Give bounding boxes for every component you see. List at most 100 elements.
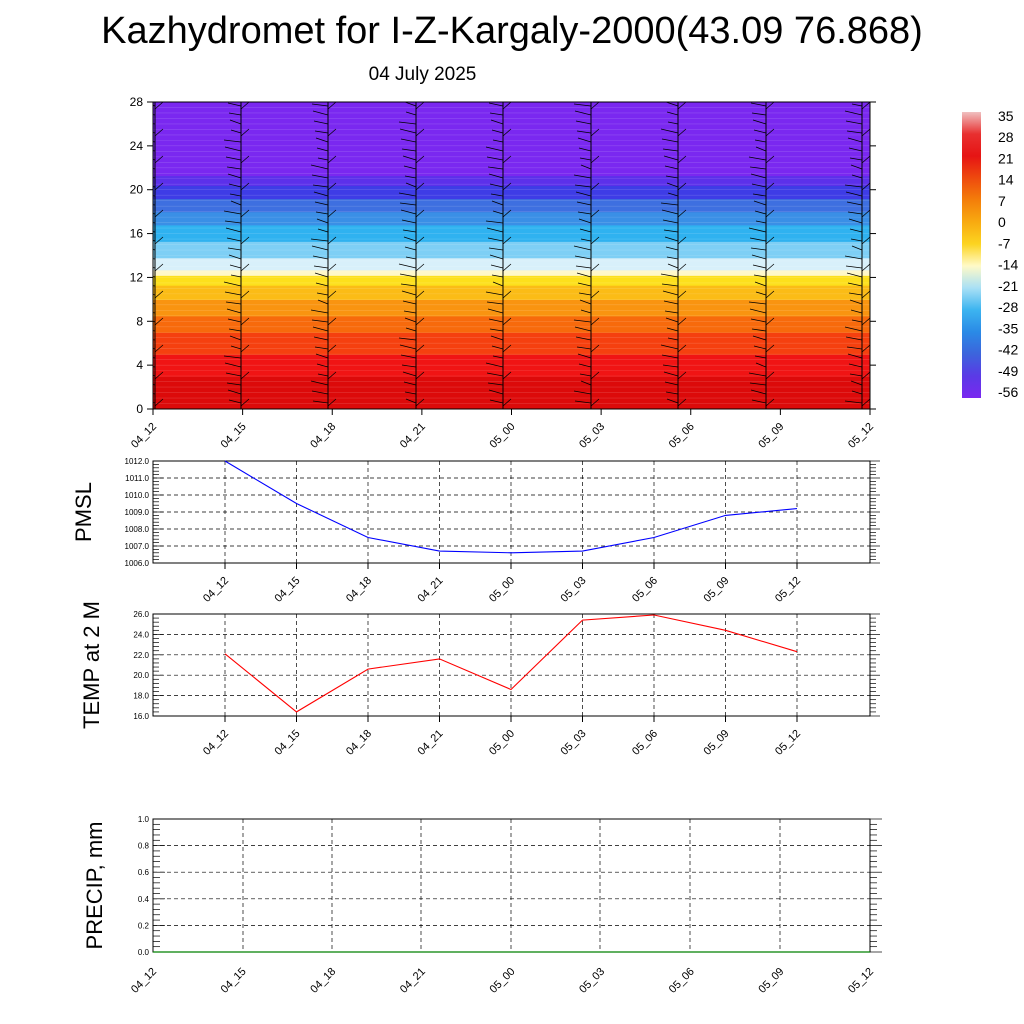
wind-barb [229, 264, 242, 269]
wind-barb [677, 128, 687, 137]
y-tick-label: 16.0 [133, 712, 149, 721]
wind-barb [578, 363, 592, 368]
wind-barb [666, 327, 679, 332]
y-tick-label: 0.8 [138, 842, 150, 851]
wind-barb [664, 381, 679, 386]
wind-barb [577, 137, 592, 143]
wind-barb [240, 236, 250, 245]
wind-barb [224, 291, 242, 296]
wind-barb [663, 300, 679, 305]
wind-barb [590, 209, 600, 218]
wind-barb [850, 238, 863, 242]
wind-barb [313, 191, 329, 197]
wind-barb [488, 389, 504, 395]
wind-barb [765, 371, 775, 380]
wind-barb [327, 344, 337, 353]
wind-barb [226, 166, 242, 170]
wind-barb [748, 372, 767, 377]
wind-barb [415, 344, 425, 353]
wind-barb [661, 209, 679, 215]
wind-barb [327, 290, 337, 299]
wind-barb [402, 229, 417, 233]
wind-barb [403, 165, 417, 170]
wind-barb [403, 310, 417, 314]
wind-barb [154, 182, 164, 191]
cross-section-panel: 0 4 8 12 16 20 24 28 04_12 04_15 04_18 04_21 05_00 05… [129, 95, 876, 451]
x-tick-label: 05_12 [846, 966, 876, 996]
wind-barb [486, 301, 504, 305]
wind-barb [590, 263, 600, 272]
wind-barb [664, 236, 679, 242]
wind-barb [415, 209, 425, 218]
wind-barb [677, 317, 687, 326]
wind-barb [399, 202, 417, 206]
colorbar-label: -28 [998, 299, 1018, 315]
wind-barb [578, 292, 592, 296]
wind-barb [313, 336, 329, 341]
wind-barb [677, 398, 687, 407]
wind-barb [846, 272, 863, 278]
wind-barb [492, 281, 504, 287]
wind-barb [490, 335, 504, 341]
wind-barb [486, 156, 504, 161]
wind-barb [861, 290, 870, 299]
wind-barb [677, 182, 687, 191]
y-tick-label: 26.0 [133, 610, 149, 619]
wind-barb [327, 128, 337, 137]
series-line [224, 614, 798, 713]
y-axis-title: TEMP at 2 M [79, 601, 104, 729]
wind-barb [861, 182, 870, 191]
wind-barb [224, 146, 242, 152]
wind-barb [154, 236, 164, 245]
wind-barb [153, 330, 156, 332]
wind-barb [487, 382, 504, 386]
wind-barb [405, 182, 417, 188]
wind-barb [846, 130, 863, 134]
wind-barb [490, 119, 504, 125]
wind-barb [240, 102, 250, 110]
wind-barb [845, 336, 863, 341]
plot-frame [152, 818, 871, 953]
wind-barb [851, 174, 863, 179]
wind-barb [662, 148, 679, 152]
wind-barb [666, 182, 679, 188]
wind-barb [850, 164, 863, 170]
wind-barb [663, 155, 679, 161]
wind-barb [844, 326, 863, 332]
wind-barb [310, 380, 329, 386]
wind-barb [844, 400, 863, 404]
wind-barb [400, 138, 417, 143]
wind-barb [228, 328, 242, 332]
y-tick-label: 1.0 [138, 815, 150, 824]
wind-barb [574, 326, 592, 332]
colorbar-label: -35 [998, 320, 1018, 336]
wind-barb [751, 112, 767, 116]
wind-barb [415, 236, 425, 245]
wind-barb [753, 274, 767, 278]
wind-barb [590, 398, 600, 407]
wind-barb [311, 245, 329, 251]
wind-barb [662, 364, 679, 368]
wind-barb [667, 263, 679, 269]
y-tick-label: 1012.0 [125, 457, 150, 466]
wind-barb [579, 299, 592, 305]
wind-barb [576, 130, 592, 134]
wind-barb [315, 211, 329, 215]
colorbar-label: 0 [998, 214, 1006, 230]
wind-barb [576, 201, 592, 206]
plot-frame [152, 613, 871, 717]
wind-barb [227, 173, 242, 179]
wind-barb [485, 291, 504, 296]
wind-barb [765, 398, 775, 407]
colorbar-label: 35 [998, 108, 1014, 124]
wind-barb [851, 390, 863, 395]
y-tick-label: 1007.0 [125, 542, 150, 551]
x-tick-label: 05_06 [667, 966, 697, 996]
wind-barb [765, 290, 775, 299]
wind-barb [844, 110, 863, 116]
wind-barb [405, 327, 417, 332]
wind-barb [311, 103, 329, 107]
wind-barb [578, 147, 592, 152]
wind-barb [327, 182, 337, 191]
